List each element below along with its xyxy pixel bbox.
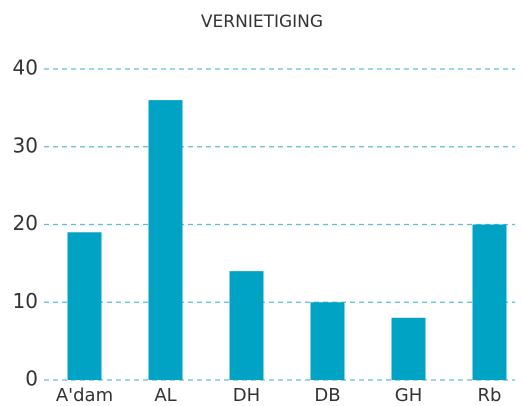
y-tick-label: 10 (13, 289, 38, 313)
x-tick-label: A'dam (56, 385, 113, 406)
bar (148, 100, 183, 380)
x-tick-label: DH (233, 385, 260, 406)
bar (310, 302, 345, 380)
bar (472, 224, 507, 380)
bar (67, 232, 102, 380)
y-tick-label: 40 (13, 56, 38, 80)
bar (391, 317, 426, 380)
y-tick-label: 20 (13, 211, 38, 235)
x-tick-label: GH (395, 385, 422, 406)
chart-title: VERNIETIGING (201, 12, 323, 32)
bar (229, 271, 264, 380)
x-tick-label: Rb (478, 385, 502, 406)
x-tick-label: AL (154, 385, 176, 406)
x-tick-label: DB (314, 385, 340, 406)
y-tick-label: 0 (25, 367, 38, 391)
y-tick-label: 30 (13, 133, 38, 157)
